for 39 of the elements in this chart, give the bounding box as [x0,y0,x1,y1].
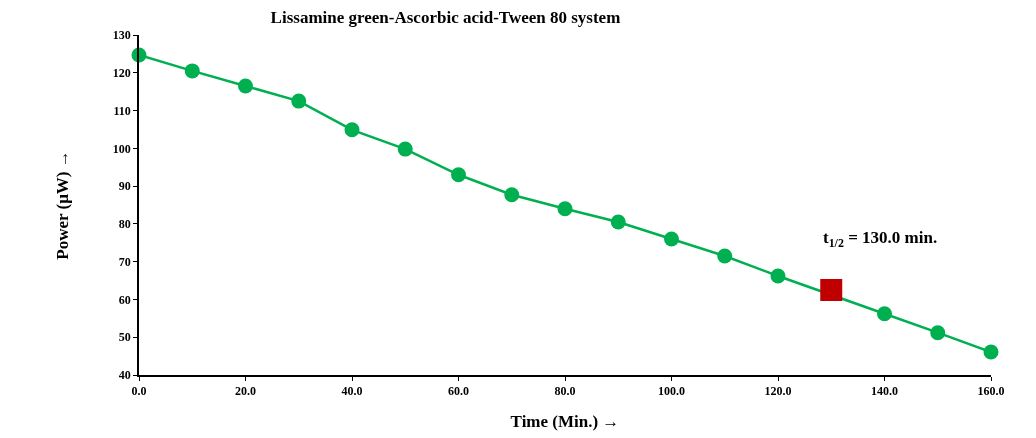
y-tick-label: 100 [112,141,131,156]
y-tick-label: 40 [118,368,131,383]
x-tick-label: 80.0 [554,384,576,399]
point [664,231,679,247]
x-tick-label: 140.0 [871,384,898,399]
point [238,78,253,94]
y-tick-label: 60 [118,292,131,307]
y-tick-label: 70 [118,254,131,269]
x-tick-label: 60.0 [448,384,469,399]
y-tick-label: 90 [118,179,131,194]
x-tick-label: 0.0 [131,384,147,399]
y-tick-label: 110 [113,103,131,118]
point [820,279,843,301]
y-tick-label: 120 [112,65,131,80]
point [184,63,200,79]
y-tick-label: 80 [118,217,131,232]
point [930,325,946,341]
point [397,141,413,157]
y-tick-label: 130 [112,28,131,43]
point [877,306,892,322]
point [504,187,520,203]
x-tick-label: 100.0 [658,384,685,399]
y-tick-label: 50 [118,330,131,345]
point [983,344,999,360]
point [610,214,626,230]
point [291,93,307,109]
chart-title: Lissamine green-Ascorbic acid-Tween 80 system [270,8,621,28]
y-axis-title: Power (μW) → [52,150,72,260]
x-tick-label: 20.0 [235,384,256,399]
point [557,201,573,217]
point [770,268,786,284]
x-axis-title: Time (Min.) → [510,412,620,432]
point [344,122,360,138]
point [451,167,466,183]
x-tick-label: 120.0 [764,384,792,399]
x-tick-label: 160.0 [977,384,1005,399]
annotation: t$_{1/2}$ = 130.0 min. [823,228,938,250]
point [717,248,733,264]
x-tick-label: 40.0 [341,384,363,399]
